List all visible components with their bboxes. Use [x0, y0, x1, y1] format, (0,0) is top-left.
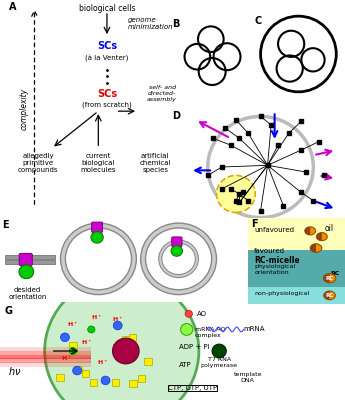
Circle shape: [113, 321, 122, 330]
Circle shape: [316, 233, 327, 241]
Bar: [57, 374, 64, 382]
Circle shape: [324, 291, 335, 300]
FancyBboxPatch shape: [19, 254, 32, 266]
Circle shape: [212, 344, 226, 358]
Text: desided
orientation: desided orientation: [8, 287, 47, 300]
FancyBboxPatch shape: [91, 222, 102, 232]
Text: favoured: favoured: [254, 248, 285, 254]
Circle shape: [101, 376, 110, 385]
Text: complex: complex: [195, 333, 221, 338]
Text: biological cells: biological cells: [79, 4, 135, 13]
Text: (from scratch): (from scratch): [82, 101, 132, 108]
Text: CTP, GTP, UTP: CTP, GTP, UTP: [168, 385, 217, 391]
Text: RC: RC: [325, 293, 334, 298]
Text: allegedly
primitive
compounds: allegedly primitive compounds: [18, 152, 58, 173]
Bar: [4, 260, 55, 264]
Text: current
biological
molecules: current biological molecules: [81, 152, 116, 173]
Circle shape: [323, 274, 336, 283]
Text: $h\nu$: $h\nu$: [8, 364, 21, 376]
Bar: [138, 375, 145, 382]
Bar: [0, 362, 91, 367]
Circle shape: [45, 276, 199, 400]
Bar: [248, 218, 345, 250]
Text: B: B: [172, 19, 179, 29]
Text: E: E: [2, 220, 9, 230]
Bar: [90, 379, 97, 386]
Text: (à la Venter): (à la Venter): [85, 55, 129, 62]
Circle shape: [69, 348, 77, 354]
Circle shape: [181, 324, 193, 335]
Circle shape: [217, 176, 255, 212]
Text: RC-micelle: RC-micelle: [254, 256, 300, 265]
Circle shape: [91, 232, 103, 243]
Wedge shape: [316, 233, 322, 241]
Bar: [122, 336, 129, 343]
Text: SCs: SCs: [97, 89, 117, 99]
Bar: [112, 379, 119, 386]
Text: ATP: ATP: [179, 362, 191, 368]
Text: A: A: [9, 2, 16, 12]
Text: T7 RNA: T7 RNA: [208, 357, 231, 362]
Bar: [113, 344, 120, 352]
FancyBboxPatch shape: [172, 237, 182, 246]
Circle shape: [185, 310, 193, 317]
Bar: [248, 287, 345, 304]
Text: SCs: SCs: [97, 41, 117, 51]
Bar: [144, 358, 151, 366]
Circle shape: [88, 326, 95, 333]
Text: polymerase: polymerase: [201, 363, 238, 368]
Text: complexity: complexity: [20, 88, 29, 130]
Text: AO: AO: [197, 311, 207, 317]
Text: oil: oil: [325, 224, 334, 233]
Text: D: D: [172, 111, 180, 121]
Circle shape: [73, 366, 81, 375]
Text: H$^+$: H$^+$: [61, 354, 72, 363]
Wedge shape: [305, 227, 310, 235]
Wedge shape: [310, 244, 316, 252]
Bar: [129, 380, 137, 388]
Text: unfavoured: unfavoured: [254, 227, 294, 233]
Circle shape: [305, 227, 316, 235]
Bar: [0, 358, 91, 363]
Circle shape: [19, 265, 34, 279]
Circle shape: [310, 244, 322, 252]
Text: H$^+$: H$^+$: [81, 338, 92, 347]
Text: H$^+$: H$^+$: [67, 320, 78, 330]
Text: artificial
chemical
species: artificial chemical species: [139, 152, 171, 173]
Bar: [82, 370, 89, 378]
Text: C: C: [255, 16, 262, 26]
Text: mRNA AO: mRNA AO: [195, 327, 225, 332]
Wedge shape: [323, 274, 329, 283]
Text: F: F: [251, 220, 258, 230]
Text: RC: RC: [331, 271, 340, 276]
Bar: [129, 334, 136, 341]
Text: mRNA: mRNA: [243, 326, 264, 332]
Text: H$^+$: H$^+$: [91, 313, 103, 322]
Text: G: G: [4, 306, 12, 316]
Text: self- and
directed-
assembly: self- and directed- assembly: [147, 86, 177, 102]
Bar: [4, 255, 55, 260]
Bar: [69, 342, 77, 348]
Bar: [0, 347, 91, 351]
Text: H$^+$: H$^+$: [97, 358, 109, 367]
Bar: [69, 347, 77, 354]
Bar: [0, 351, 91, 355]
Circle shape: [112, 338, 139, 364]
Bar: [248, 250, 345, 287]
Text: ADP + Pi: ADP + Pi: [179, 344, 209, 350]
Text: RC: RC: [325, 276, 334, 281]
Circle shape: [60, 333, 69, 342]
Bar: [0, 354, 91, 359]
Text: non-physiological: non-physiological: [254, 291, 309, 296]
Text: genome
minimization: genome minimization: [128, 18, 173, 30]
Text: physiological
orientation: physiological orientation: [254, 264, 295, 275]
Text: DNA: DNA: [241, 378, 255, 383]
Wedge shape: [324, 291, 329, 300]
Text: H$^+$: H$^+$: [112, 315, 123, 324]
Bar: [75, 366, 82, 373]
Text: template: template: [233, 372, 262, 378]
Circle shape: [171, 246, 183, 256]
